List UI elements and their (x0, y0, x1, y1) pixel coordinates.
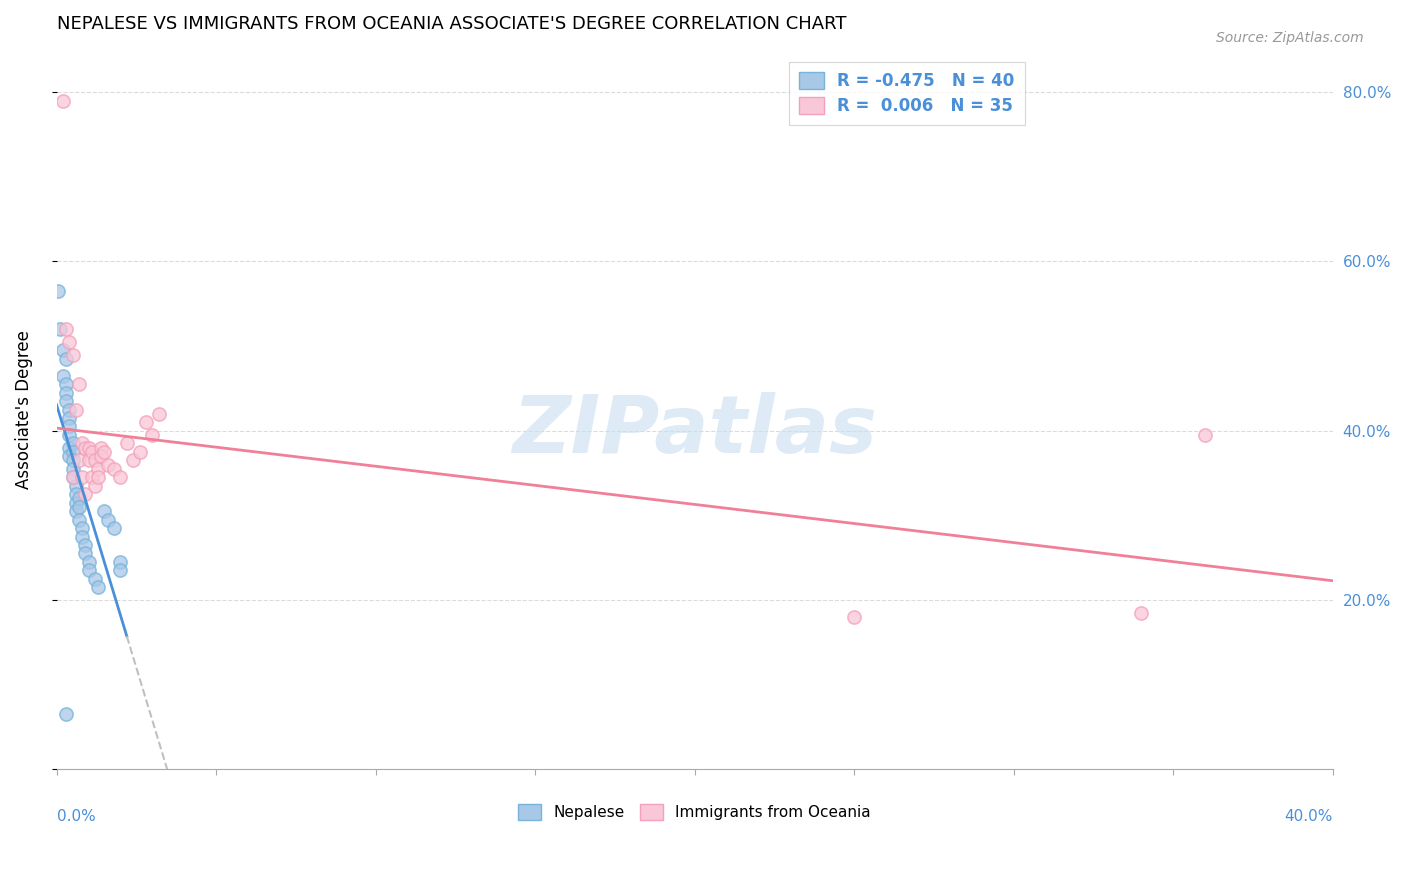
Point (844, 610, 866, 624)
Point (62, 445, 84, 459)
Point (75, 546, 97, 560)
Point (62, 462, 84, 476)
Point (103, 462, 125, 476)
Point (135, 415, 157, 429)
Point (70, 470, 93, 484)
Point (58, 428, 80, 442)
Point (97, 513, 120, 527)
Point (67, 500, 90, 514)
Point (65, 487, 87, 501)
Point (90, 449, 112, 463)
Point (55, 385, 77, 400)
Point (46, 284, 69, 298)
Point (65, 402, 87, 417)
Point (128, 445, 150, 459)
Point (55, 707, 77, 722)
Point (62, 470, 84, 484)
Point (103, 521, 125, 535)
Point (58, 419, 80, 434)
Point (110, 563, 132, 577)
Point (80, 470, 103, 484)
Text: Source: ZipAtlas.com: Source: ZipAtlas.com (1216, 31, 1364, 45)
Point (62, 436, 84, 450)
Point (70, 436, 93, 450)
Point (55, 394, 77, 409)
Point (1130, 606, 1153, 620)
Point (141, 428, 163, 442)
Point (55, 351, 77, 366)
Point (58, 402, 80, 417)
Point (87, 462, 110, 476)
Y-axis label: Associate's Degree: Associate's Degree (15, 330, 32, 489)
Point (55, 377, 77, 392)
Point (83, 453, 105, 467)
Point (52, 94, 75, 108)
Point (70, 521, 93, 535)
Point (62, 453, 84, 467)
Point (77, 555, 100, 569)
Point (70, 529, 93, 543)
Point (75, 441, 97, 455)
Text: 0.0%: 0.0% (56, 809, 96, 824)
Point (58, 334, 80, 349)
Point (90, 441, 112, 455)
Point (93, 504, 115, 518)
Point (58, 411, 80, 425)
Text: NEPALESE VS IMMIGRANTS FROM OCEANIA ASSOCIATE'S DEGREE CORRELATION CHART: NEPALESE VS IMMIGRANTS FROM OCEANIA ASSO… (56, 15, 846, 33)
Point (49, 322, 72, 336)
Point (87, 580, 110, 594)
Point (67, 491, 90, 506)
Point (65, 496, 87, 510)
Point (67, 377, 90, 392)
Point (62, 347, 84, 361)
Point (93, 445, 115, 459)
Point (52, 368, 75, 383)
Point (58, 441, 80, 455)
Point (75, 487, 97, 501)
Point (122, 453, 145, 467)
Point (65, 479, 87, 493)
Point (67, 513, 90, 527)
Text: 40.0%: 40.0% (1285, 809, 1333, 824)
Point (148, 407, 170, 421)
Point (110, 555, 132, 569)
Point (58, 449, 80, 463)
Point (97, 458, 120, 472)
Point (1194, 428, 1216, 442)
Legend: Nepalese, Immigrants from Oceania: Nepalese, Immigrants from Oceania (512, 798, 877, 826)
Point (67, 453, 90, 467)
Point (62, 470, 84, 484)
Point (75, 538, 97, 552)
Point (83, 479, 105, 493)
Point (65, 504, 87, 518)
Point (87, 470, 110, 484)
Point (55, 322, 77, 336)
Point (115, 436, 138, 450)
Point (52, 343, 75, 358)
Point (110, 470, 132, 484)
Point (80, 445, 103, 459)
Point (77, 453, 100, 467)
Text: ZIPatlas: ZIPatlas (512, 392, 877, 470)
Point (77, 441, 100, 455)
Point (77, 563, 100, 577)
Point (83, 572, 105, 586)
